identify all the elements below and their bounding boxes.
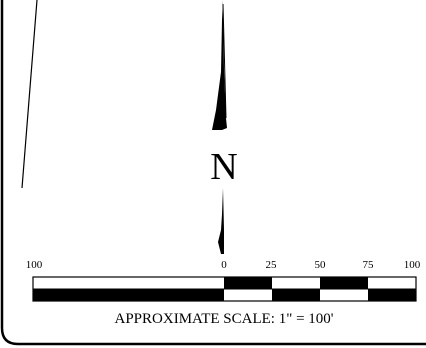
north-arrow-icon: [212, 0, 227, 254]
scale-tick-label: 0: [221, 259, 227, 271]
scale-tick-label: 25: [265, 259, 277, 271]
north-letter: N: [210, 146, 238, 188]
scale-tick-label: 75: [362, 259, 374, 271]
scale-caption: APPROXIMATE SCALE: 1" = 100': [114, 311, 334, 327]
scale-tick-label: 100: [25, 259, 43, 271]
scale-tick-label: 50: [314, 259, 326, 271]
scale-bar: [32, 276, 417, 302]
scale-tick-label: 100: [403, 259, 421, 271]
boundary-line: [21, 0, 38, 189]
